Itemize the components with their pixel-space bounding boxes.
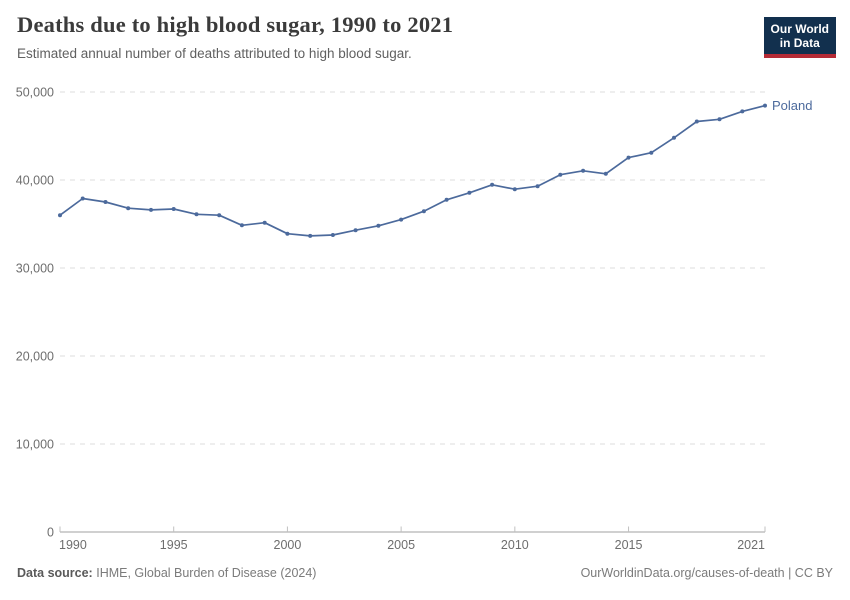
data-point[interactable]: [353, 228, 358, 233]
data-point[interactable]: [421, 209, 426, 214]
y-axis-tick-label: 40,000: [16, 174, 54, 188]
data-source-value: IHME, Global Burden of Disease (2024): [96, 566, 317, 580]
entity-label: Poland: [772, 98, 812, 113]
x-axis-tick-label: 2015: [615, 538, 643, 552]
data-point[interactable]: [717, 117, 722, 122]
x-axis-tick-label: 1995: [160, 538, 188, 552]
x-axis-tick-label: 2005: [387, 538, 415, 552]
owid-logo-line1: Our World: [770, 22, 829, 36]
data-point[interactable]: [285, 231, 290, 236]
y-axis-tick-label: 50,000: [16, 86, 54, 100]
data-point[interactable]: [649, 150, 654, 155]
data-point[interactable]: [171, 207, 176, 211]
data-point[interactable]: [149, 207, 153, 212]
data-point[interactable]: [80, 196, 85, 201]
data-source-label: Data source:: [17, 566, 93, 580]
data-point[interactable]: [399, 217, 404, 222]
data-point[interactable]: [672, 135, 676, 140]
y-axis-tick-label: 0: [47, 526, 54, 540]
attribution-link[interactable]: OurWorldinData.org/causes-of-death | CC …: [580, 566, 833, 580]
data-point[interactable]: [126, 206, 131, 211]
x-axis-tick-label: 2010: [501, 538, 529, 552]
data-point[interactable]: [330, 233, 335, 237]
data-point[interactable]: [444, 197, 449, 202]
x-axis-tick-label: 2000: [274, 538, 302, 552]
data-point[interactable]: [535, 184, 540, 189]
data-point[interactable]: [308, 233, 313, 238]
data-point[interactable]: [558, 172, 563, 177]
data-point[interactable]: [581, 168, 586, 173]
data-point[interactable]: [376, 223, 381, 228]
series-line[interactable]: [59, 104, 766, 237]
y-axis-tick-label: 10,000: [16, 438, 54, 452]
data-point[interactable]: [490, 182, 495, 187]
data-point[interactable]: [467, 190, 472, 195]
data-point[interactable]: [603, 171, 608, 176]
chart-title: Deaths due to high blood sugar, 1990 to …: [17, 12, 454, 37]
y-axis-tick-label: 20,000: [16, 350, 54, 364]
chart-header: Deaths due to high blood sugar, 1990 to …: [17, 12, 453, 61]
data-point[interactable]: [58, 213, 62, 218]
data-point[interactable]: [512, 187, 517, 192]
data-point[interactable]: [217, 213, 222, 218]
data-point[interactable]: [626, 155, 631, 160]
data-point[interactable]: [194, 212, 199, 217]
data-point[interactable]: [763, 103, 767, 108]
data-point[interactable]: [262, 220, 267, 225]
owid-logo[interactable]: Our World in Data: [763, 17, 836, 59]
chart-footer: Data source: IHME, Global Burden of Dise…: [17, 566, 833, 580]
x-axis-tick-label: 1990: [59, 538, 87, 552]
data-point[interactable]: [239, 223, 244, 228]
chart-subtitle: Estimated annual number of deaths attrib…: [17, 46, 412, 61]
x-axis-tick-label: 2021: [737, 538, 765, 552]
data-point[interactable]: [740, 109, 745, 114]
data-point[interactable]: [694, 119, 699, 124]
data-point[interactable]: [103, 200, 108, 204]
data-source: Data source: IHME, Global Burden of Dise…: [17, 566, 316, 580]
y-axis-tick-label: 30,000: [16, 262, 54, 276]
owid-logo-line2: in Data: [779, 36, 820, 51]
